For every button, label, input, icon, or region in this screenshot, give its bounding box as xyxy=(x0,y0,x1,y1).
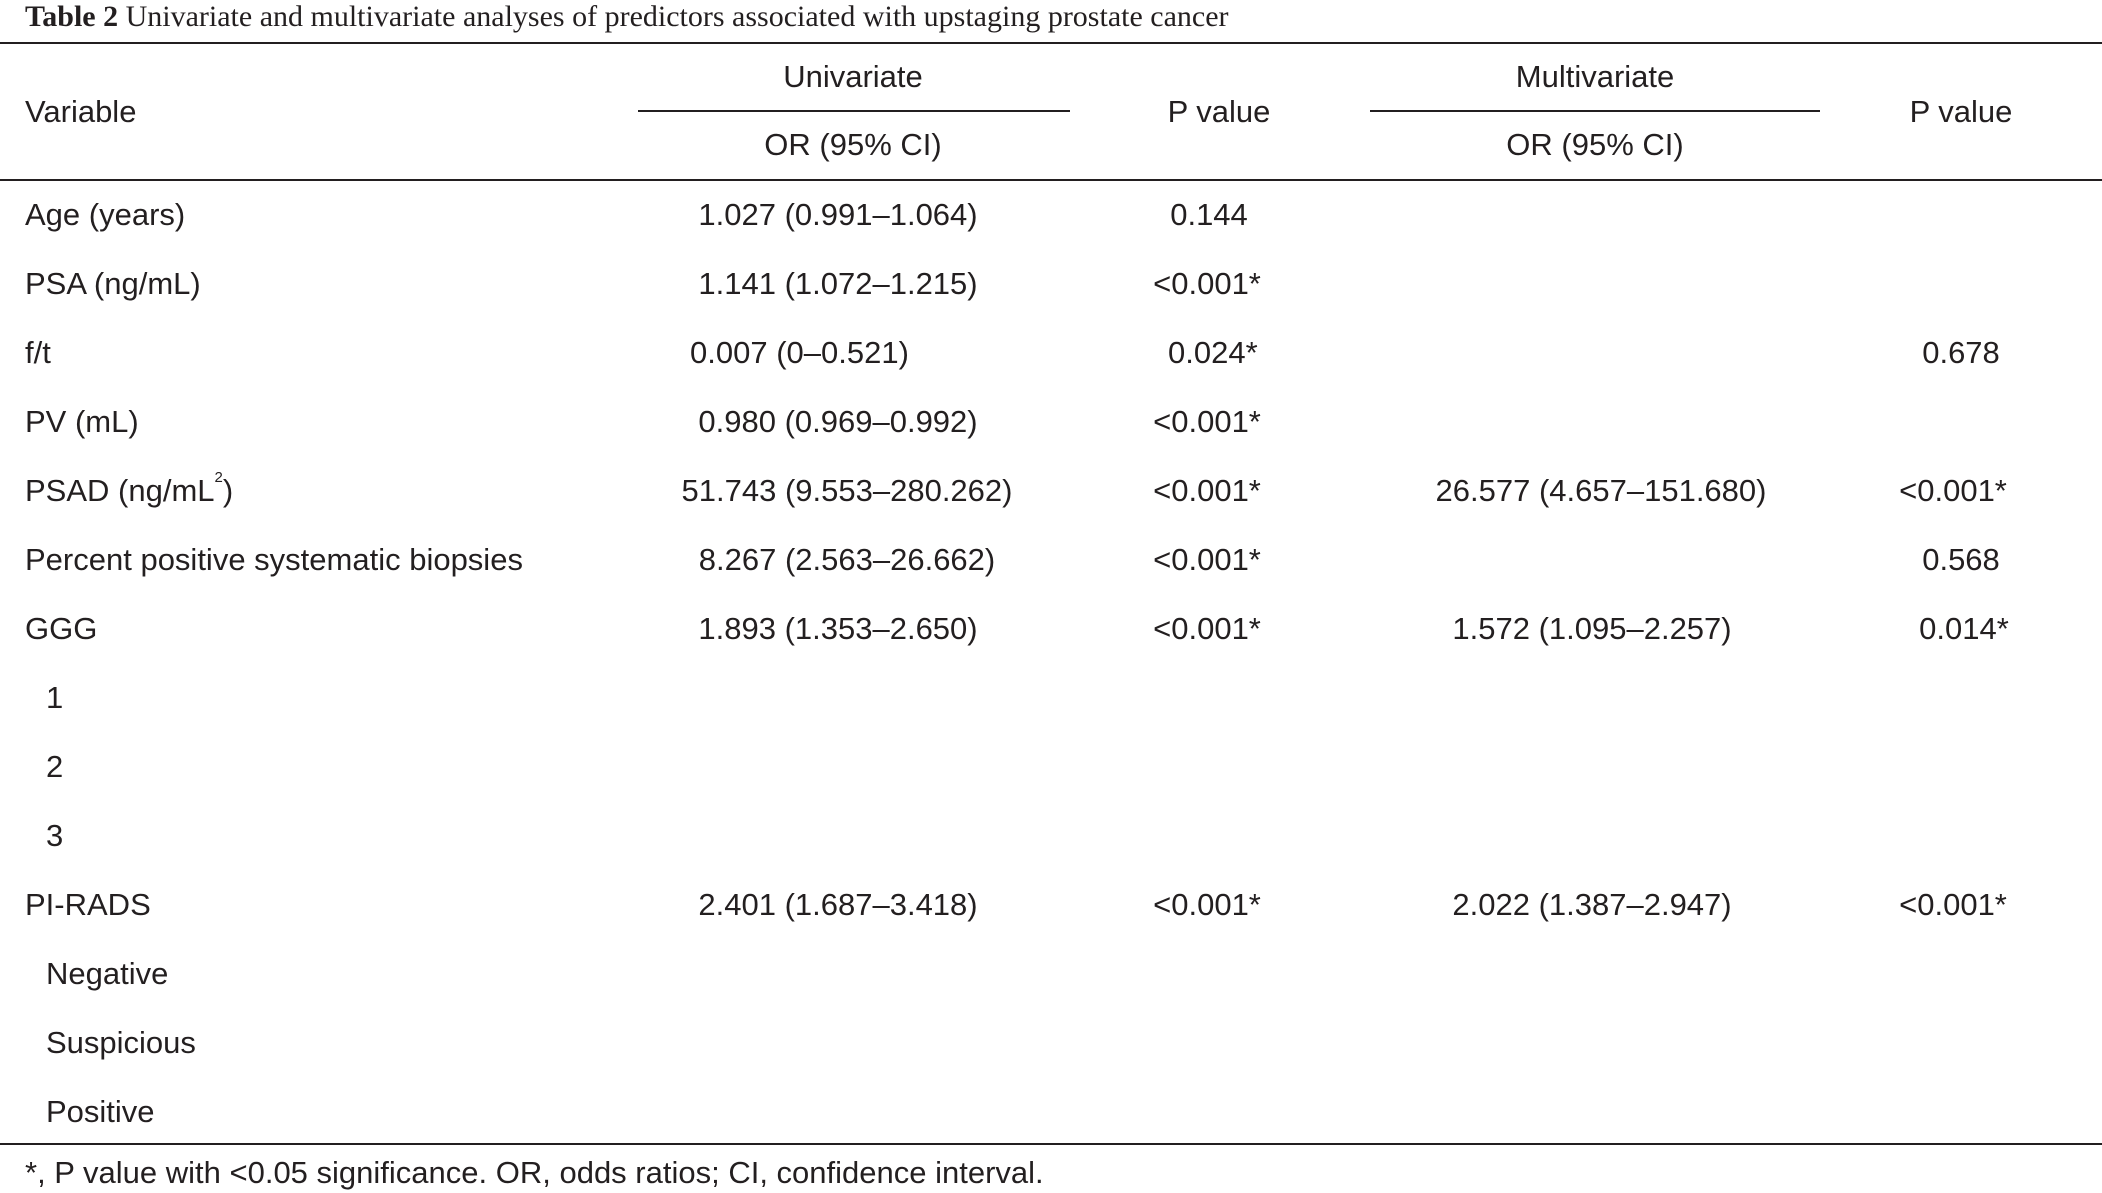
header-univariate-or: OR (95% CI) xyxy=(764,127,942,162)
cell-uni-or: 1.027 (0.991–1.064) xyxy=(698,197,978,232)
cell-uni-p: <0.001* xyxy=(1153,887,1261,922)
cell-variable: GGG xyxy=(25,611,98,646)
cell-uni-or: 0.980 (0.969–0.992) xyxy=(698,404,978,439)
cell-multi-p: <0.001* xyxy=(1899,887,2007,922)
cell-multi-or: 26.577 (4.657–151.680) xyxy=(1435,473,1767,508)
cell-multi-or: 2.022 (1.387–2.947) xyxy=(1452,887,1732,922)
cell-multi-p: 0.014* xyxy=(1919,611,2009,646)
cell-variable: PV (mL) xyxy=(25,404,139,439)
header-variable: Variable xyxy=(25,94,137,129)
cell-variable: PSAD (ng/mL2) xyxy=(25,469,234,508)
cell-uni-or: 1.893 (1.353–2.650) xyxy=(698,611,978,646)
superscript-two: 2 xyxy=(214,469,223,486)
cell-multi-or: 1.572 (1.095–2.257) xyxy=(1452,611,1732,646)
cell-uni-p: <0.001* xyxy=(1153,266,1261,301)
cell-variable: 3 xyxy=(46,818,64,853)
header-multivariate-p: P value xyxy=(1909,94,2013,129)
cell-variable: Percent positive systematic biopsies xyxy=(25,542,523,577)
header-rule xyxy=(0,179,2102,181)
header-univariate: Univariate xyxy=(783,59,923,94)
cell-variable: Positive xyxy=(46,1094,155,1129)
cell-variable: f/t xyxy=(25,335,51,370)
cell-uni-p: 0.144 xyxy=(1170,197,1248,232)
bottom-rule xyxy=(0,1143,2102,1145)
cell-uni-p: <0.001* xyxy=(1153,473,1261,508)
cell-uni-p: <0.001* xyxy=(1153,611,1261,646)
cell-uni-p: <0.001* xyxy=(1153,542,1261,577)
cell-uni-or: 2.401 (1.687–3.418) xyxy=(698,887,978,922)
cell-variable: PI-RADS xyxy=(25,887,151,922)
cell-variable: Suspicious xyxy=(46,1025,196,1060)
table-label: Table 2 xyxy=(25,0,119,33)
table-title: Univariate and multivariate analyses of … xyxy=(125,0,1229,33)
cell-variable: 1 xyxy=(46,680,64,715)
cell-uni-or: 1.141 (1.072–1.215) xyxy=(698,266,978,301)
cell-multi-p: 0.568 xyxy=(1922,542,2000,577)
cell-multi-p: 0.678 xyxy=(1922,335,2000,370)
cell-uni-or: 51.743 (9.553–280.262) xyxy=(681,473,1013,508)
cell-uni-p: 0.024* xyxy=(1168,335,1258,370)
cell-variable: Negative xyxy=(46,956,169,991)
cell-variable: 2 xyxy=(46,749,64,784)
cell-uni-p: <0.001* xyxy=(1153,404,1261,439)
header-univariate-p: P value xyxy=(1167,94,1271,129)
table-caption: Table 2 Univariate and multivariate anal… xyxy=(25,0,1229,36)
top-rule xyxy=(0,42,2102,44)
cell-uni-or: 0.007 (0–0.521) xyxy=(690,335,909,370)
header-multivariate: Multivariate xyxy=(1515,59,1675,94)
cell-variable: PSA (ng/mL) xyxy=(25,266,201,301)
cell-variable: Age (years) xyxy=(25,197,186,232)
univariate-underline xyxy=(638,110,1070,112)
cell-multi-p: <0.001* xyxy=(1899,473,2007,508)
header-multivariate-or: OR (95% CI) xyxy=(1506,127,1684,162)
cell-uni-or: 8.267 (2.563–26.662) xyxy=(698,542,996,577)
table-footnote: *, P value with <0.05 significance. OR, … xyxy=(25,1155,1044,1190)
multivariate-underline xyxy=(1370,110,1820,112)
